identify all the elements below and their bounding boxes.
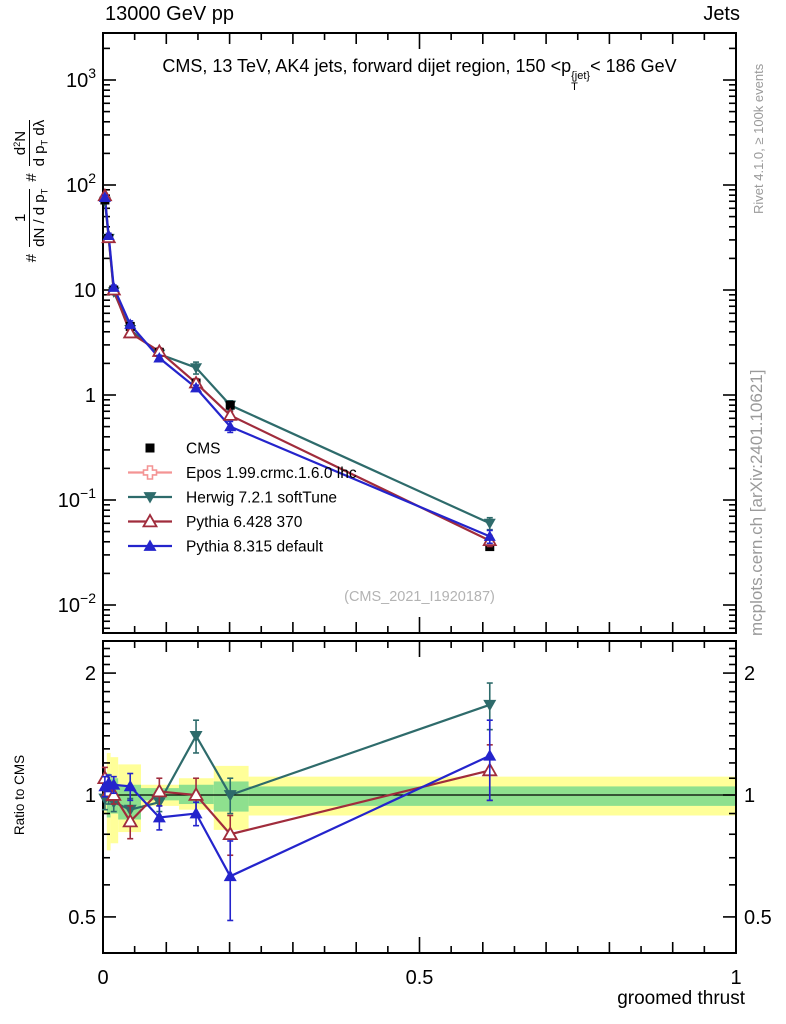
svg-text:10−1: 10−1 <box>58 485 96 512</box>
main-y-axis-label: #1 dN / d pT # d2N d pT dλ <box>11 119 51 263</box>
svg-text:103: 103 <box>66 65 96 92</box>
svg-text:10−2: 10−2 <box>58 590 96 617</box>
svg-text:1: 1 <box>85 785 96 807</box>
svg-text:102: 102 <box>66 170 96 197</box>
legend-label: Pythia 8.315 default <box>186 539 324 556</box>
svg-text:1: 1 <box>744 785 755 807</box>
analysis-id-watermark: (CMS_2021_I1920187) <box>344 589 495 605</box>
svg-text:1: 1 <box>85 385 96 407</box>
beam-energy-title: 13000 GeV pp <box>105 3 234 25</box>
analysis-group-title: Jets <box>703 3 740 25</box>
svg-text:1: 1 <box>730 967 741 989</box>
svg-text:2: 2 <box>85 663 96 685</box>
ratio-series <box>96 682 498 922</box>
legend-label: CMS <box>186 441 220 458</box>
rivet-version-note: Rivet 4.1.0, ≥ 100k events <box>751 63 766 214</box>
legend-label: Epos 1.99.crmc.1.6.0 lhc <box>186 465 357 482</box>
x-axis-label: groomed thrust <box>617 988 745 1009</box>
mcplots-arxiv-note: mcplots.cern.ch [arXiv:2401.10621] <box>747 369 766 636</box>
legend-label: Pythia 6.428 370 <box>186 514 303 531</box>
svg-text:2: 2 <box>744 663 755 685</box>
main-series-points <box>97 187 498 552</box>
legend-label: Herwig 7.2.1 softTune <box>186 490 337 507</box>
svg-text:0: 0 <box>97 967 108 989</box>
svg-text:0.5: 0.5 <box>744 907 772 929</box>
svg-text:0.5: 0.5 <box>68 907 96 929</box>
ratio-y-axis-label: Ratio to CMS <box>12 754 27 836</box>
svg-text:0.5: 0.5 <box>406 967 434 989</box>
observable-title: CMS, 13 TeV, AK4 jets, forward dijet reg… <box>162 56 677 93</box>
legend: CMS Epos 1.99.crmc.1.6.0 lhc Herwig 7.2.1 … <box>128 441 357 556</box>
svg-text:10: 10 <box>74 280 96 302</box>
